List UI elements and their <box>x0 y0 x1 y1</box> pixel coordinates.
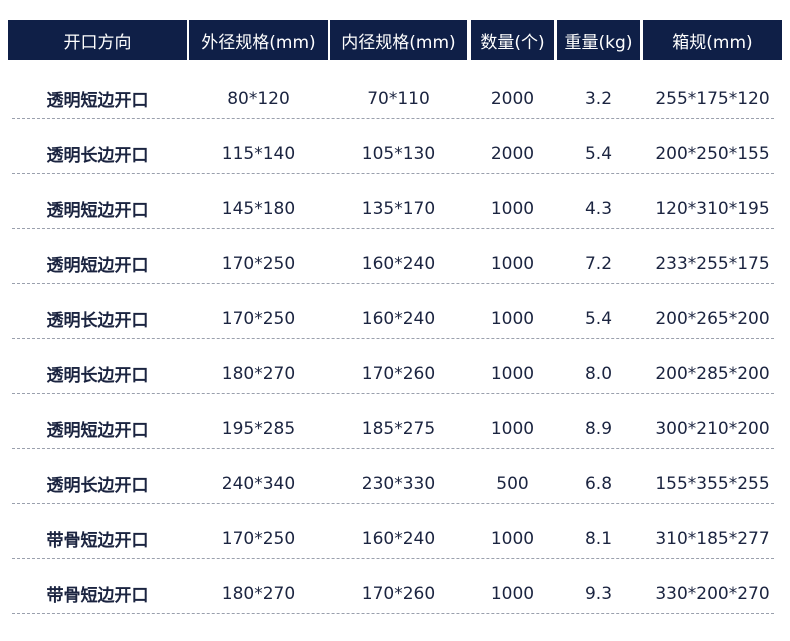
row-divider <box>12 228 774 229</box>
cell-carton-size: 300*210*200 <box>655 418 770 439</box>
cell-quantity: 1000 <box>490 308 535 329</box>
cell-outer-size: 180*270 <box>221 583 296 604</box>
cell-weight: 8.0 <box>584 363 613 384</box>
cell-outer-size: 80*120 <box>227 88 290 109</box>
cell-opening-direction: 透明短边开口 <box>46 421 149 441</box>
header-opening-direction: 开口方向 <box>8 20 187 60</box>
cell-inner-size: 135*170 <box>361 198 436 219</box>
table-row: 带骨短边开口 170*250 160*240 1000 8.1 310*185*277 <box>0 515 790 570</box>
cell-quantity: 2000 <box>490 88 535 109</box>
cell-weight: 8.9 <box>584 418 613 439</box>
cell-inner-size: 70*110 <box>367 88 430 109</box>
cell-inner-size: 160*240 <box>361 528 436 549</box>
cell-quantity: 1000 <box>490 528 535 549</box>
cell-opening-direction: 透明短边开口 <box>46 201 149 221</box>
cell-opening-direction: 透明长边开口 <box>46 366 149 386</box>
cell-quantity: 1000 <box>490 363 535 384</box>
cell-inner-size: 160*240 <box>361 308 436 329</box>
row-divider <box>12 338 774 339</box>
cell-outer-size: 170*250 <box>221 308 296 329</box>
cell-quantity: 2000 <box>490 143 535 164</box>
cell-inner-size: 160*240 <box>361 253 436 274</box>
row-divider <box>12 558 774 559</box>
cell-carton-size: 233*255*175 <box>655 253 770 274</box>
cell-quantity: 1000 <box>490 253 535 274</box>
cell-opening-direction: 透明长边开口 <box>46 146 149 166</box>
cell-quantity: 1000 <box>490 198 535 219</box>
cell-inner-size: 105*130 <box>361 143 436 164</box>
row-divider <box>12 503 774 504</box>
row-divider <box>12 448 774 449</box>
cell-carton-size: 155*355*255 <box>655 473 770 494</box>
cell-weight: 5.4 <box>584 308 613 329</box>
cell-carton-size: 200*265*200 <box>655 308 770 329</box>
table-row: 透明长边开口 115*140 105*130 2000 5.4 200*250*155 <box>0 130 790 185</box>
cell-opening-direction: 透明短边开口 <box>46 91 149 111</box>
table-row: 透明短边开口 80*120 70*110 2000 3.2 255*175*120 <box>0 75 790 130</box>
header-weight: 重量(kg) <box>557 20 640 60</box>
table-row: 透明长边开口 180*270 170*260 1000 8.0 200*285*200 <box>0 350 790 405</box>
cell-quantity: 1000 <box>490 418 535 439</box>
table-row: 透明长边开口 240*340 230*330 500 6.8 155*355*255 <box>0 460 790 515</box>
cell-carton-size: 330*200*270 <box>655 583 770 604</box>
row-divider <box>12 283 774 284</box>
header-outer-size: 外径规格(mm) <box>189 20 328 60</box>
table-row: 透明短边开口 195*285 185*275 1000 8.9 300*210*200 <box>0 405 790 460</box>
cell-inner-size: 185*275 <box>361 418 436 439</box>
cell-outer-size: 180*270 <box>221 363 296 384</box>
cell-weight: 8.1 <box>584 528 613 549</box>
cell-quantity: 500 <box>496 473 529 494</box>
cell-opening-direction: 透明长边开口 <box>46 476 149 496</box>
cell-outer-size: 195*285 <box>221 418 296 439</box>
row-divider <box>12 118 774 119</box>
header-inner-size: 内径规格(mm) <box>330 20 467 60</box>
header-quantity: 数量(个) <box>471 20 554 60</box>
row-divider <box>12 613 774 614</box>
cell-weight: 9.3 <box>584 583 613 604</box>
cell-carton-size: 120*310*195 <box>655 198 770 219</box>
cell-outer-size: 115*140 <box>221 143 296 164</box>
cell-weight: 6.8 <box>584 473 613 494</box>
row-divider <box>12 393 774 394</box>
cell-weight: 4.3 <box>584 198 613 219</box>
cell-carton-size: 255*175*120 <box>655 88 770 109</box>
cell-weight: 5.4 <box>584 143 613 164</box>
cell-outer-size: 145*180 <box>221 198 296 219</box>
header-carton-size: 箱规(mm) <box>643 20 782 60</box>
table-row: 透明长边开口 170*250 160*240 1000 5.4 200*265*200 <box>0 295 790 350</box>
table-row: 透明短边开口 145*180 135*170 1000 4.3 120*310*195 <box>0 185 790 240</box>
cell-inner-size: 170*260 <box>361 583 436 604</box>
cell-carton-size: 200*250*155 <box>655 143 770 164</box>
cell-inner-size: 170*260 <box>361 363 436 384</box>
cell-opening-direction: 带骨短边开口 <box>46 531 149 551</box>
cell-outer-size: 170*250 <box>221 528 296 549</box>
cell-carton-size: 310*185*277 <box>655 528 770 549</box>
cell-weight: 3.2 <box>584 88 613 109</box>
cell-opening-direction: 透明长边开口 <box>46 311 149 331</box>
row-divider <box>12 173 774 174</box>
cell-outer-size: 170*250 <box>221 253 296 274</box>
cell-opening-direction: 透明短边开口 <box>46 256 149 276</box>
table-row: 透明短边开口 170*250 160*240 1000 7.2 233*255*175 <box>0 240 790 295</box>
cell-weight: 7.2 <box>584 253 613 274</box>
cell-carton-size: 200*285*200 <box>655 363 770 384</box>
table-row: 带骨短边开口 180*270 170*260 1000 9.3 330*200*270 <box>0 570 790 625</box>
cell-opening-direction: 带骨短边开口 <box>46 586 149 606</box>
cell-outer-size: 240*340 <box>221 473 296 494</box>
cell-quantity: 1000 <box>490 583 535 604</box>
cell-inner-size: 230*330 <box>361 473 436 494</box>
